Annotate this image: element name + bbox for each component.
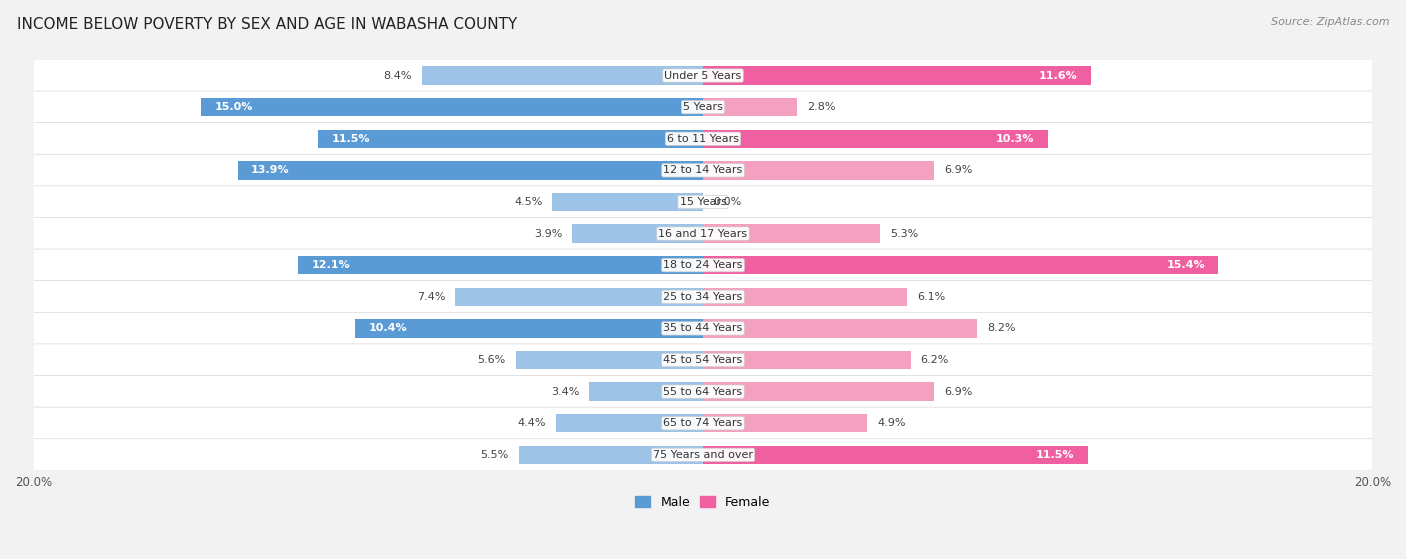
Text: 11.6%: 11.6%: [1039, 70, 1078, 80]
FancyBboxPatch shape: [24, 345, 1382, 375]
Text: 35 to 44 Years: 35 to 44 Years: [664, 324, 742, 333]
Text: 12.1%: 12.1%: [311, 260, 350, 270]
Bar: [555, 414, 703, 433]
Bar: [703, 351, 911, 369]
Bar: [703, 161, 934, 179]
Text: 8.4%: 8.4%: [384, 70, 412, 80]
Text: 8.2%: 8.2%: [987, 324, 1017, 333]
Legend: Male, Female: Male, Female: [630, 491, 776, 514]
FancyBboxPatch shape: [24, 377, 1382, 406]
Text: 55 to 64 Years: 55 to 64 Years: [664, 387, 742, 397]
Bar: [589, 382, 703, 401]
Bar: [201, 98, 703, 116]
FancyBboxPatch shape: [24, 409, 1382, 438]
Text: 15.0%: 15.0%: [214, 102, 253, 112]
Text: 18 to 24 Years: 18 to 24 Years: [664, 260, 742, 270]
Text: 25 to 34 Years: 25 to 34 Years: [664, 292, 742, 302]
FancyBboxPatch shape: [24, 61, 1382, 90]
Bar: [238, 161, 703, 179]
Bar: [553, 193, 703, 211]
FancyBboxPatch shape: [24, 219, 1382, 248]
FancyBboxPatch shape: [24, 124, 1382, 153]
Bar: [318, 130, 703, 148]
Text: 15.4%: 15.4%: [1167, 260, 1205, 270]
Text: 5.3%: 5.3%: [890, 229, 918, 239]
Bar: [703, 414, 868, 433]
FancyBboxPatch shape: [24, 93, 1382, 122]
Bar: [456, 288, 703, 306]
Bar: [703, 319, 977, 338]
Text: 11.5%: 11.5%: [1036, 450, 1074, 460]
Text: 45 to 54 Years: 45 to 54 Years: [664, 355, 742, 365]
FancyBboxPatch shape: [28, 59, 1378, 92]
FancyBboxPatch shape: [28, 154, 1378, 187]
Text: 6.9%: 6.9%: [943, 387, 973, 397]
Text: 15 Years: 15 Years: [679, 197, 727, 207]
Text: 7.4%: 7.4%: [416, 292, 446, 302]
FancyBboxPatch shape: [28, 344, 1378, 376]
FancyBboxPatch shape: [24, 440, 1382, 470]
Bar: [703, 256, 1219, 274]
FancyBboxPatch shape: [24, 187, 1382, 216]
Bar: [703, 67, 1091, 85]
Text: 10.4%: 10.4%: [368, 324, 406, 333]
FancyBboxPatch shape: [28, 281, 1378, 313]
Bar: [572, 224, 703, 243]
Text: 6.9%: 6.9%: [943, 165, 973, 176]
Text: 3.4%: 3.4%: [551, 387, 579, 397]
Bar: [703, 382, 934, 401]
FancyBboxPatch shape: [24, 250, 1382, 280]
Text: 10.3%: 10.3%: [995, 134, 1035, 144]
Text: Source: ZipAtlas.com: Source: ZipAtlas.com: [1271, 17, 1389, 27]
FancyBboxPatch shape: [24, 314, 1382, 343]
Text: Under 5 Years: Under 5 Years: [665, 70, 741, 80]
Text: 3.9%: 3.9%: [534, 229, 562, 239]
Text: 5 Years: 5 Years: [683, 102, 723, 112]
Text: 12 to 14 Years: 12 to 14 Years: [664, 165, 742, 176]
Text: 4.5%: 4.5%: [515, 197, 543, 207]
FancyBboxPatch shape: [24, 282, 1382, 311]
Bar: [703, 288, 907, 306]
Text: 6.2%: 6.2%: [921, 355, 949, 365]
Text: 6 to 11 Years: 6 to 11 Years: [666, 134, 740, 144]
Bar: [354, 319, 703, 338]
Text: 65 to 74 Years: 65 to 74 Years: [664, 418, 742, 428]
FancyBboxPatch shape: [24, 156, 1382, 185]
Text: 75 Years and over: 75 Years and over: [652, 450, 754, 460]
FancyBboxPatch shape: [28, 376, 1378, 408]
Bar: [422, 67, 703, 85]
Text: 2.8%: 2.8%: [807, 102, 835, 112]
FancyBboxPatch shape: [28, 217, 1378, 250]
Bar: [703, 130, 1047, 148]
FancyBboxPatch shape: [28, 439, 1378, 471]
FancyBboxPatch shape: [28, 91, 1378, 123]
Text: INCOME BELOW POVERTY BY SEX AND AGE IN WABASHA COUNTY: INCOME BELOW POVERTY BY SEX AND AGE IN W…: [17, 17, 517, 32]
Bar: [298, 256, 703, 274]
Text: 16 and 17 Years: 16 and 17 Years: [658, 229, 748, 239]
FancyBboxPatch shape: [28, 407, 1378, 439]
FancyBboxPatch shape: [28, 312, 1378, 344]
Text: 5.5%: 5.5%: [481, 450, 509, 460]
Bar: [703, 224, 880, 243]
Bar: [703, 446, 1088, 464]
FancyBboxPatch shape: [28, 249, 1378, 281]
Text: 5.6%: 5.6%: [477, 355, 506, 365]
Text: 11.5%: 11.5%: [332, 134, 370, 144]
Text: 6.1%: 6.1%: [917, 292, 945, 302]
Bar: [703, 98, 797, 116]
FancyBboxPatch shape: [28, 122, 1378, 155]
Text: 4.9%: 4.9%: [877, 418, 905, 428]
FancyBboxPatch shape: [28, 186, 1378, 218]
Bar: [516, 351, 703, 369]
Text: 4.4%: 4.4%: [517, 418, 546, 428]
Bar: [519, 446, 703, 464]
Text: 13.9%: 13.9%: [252, 165, 290, 176]
Text: 0.0%: 0.0%: [713, 197, 741, 207]
